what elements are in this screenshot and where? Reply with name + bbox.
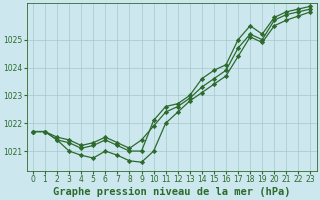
- X-axis label: Graphe pression niveau de la mer (hPa): Graphe pression niveau de la mer (hPa): [53, 186, 291, 197]
